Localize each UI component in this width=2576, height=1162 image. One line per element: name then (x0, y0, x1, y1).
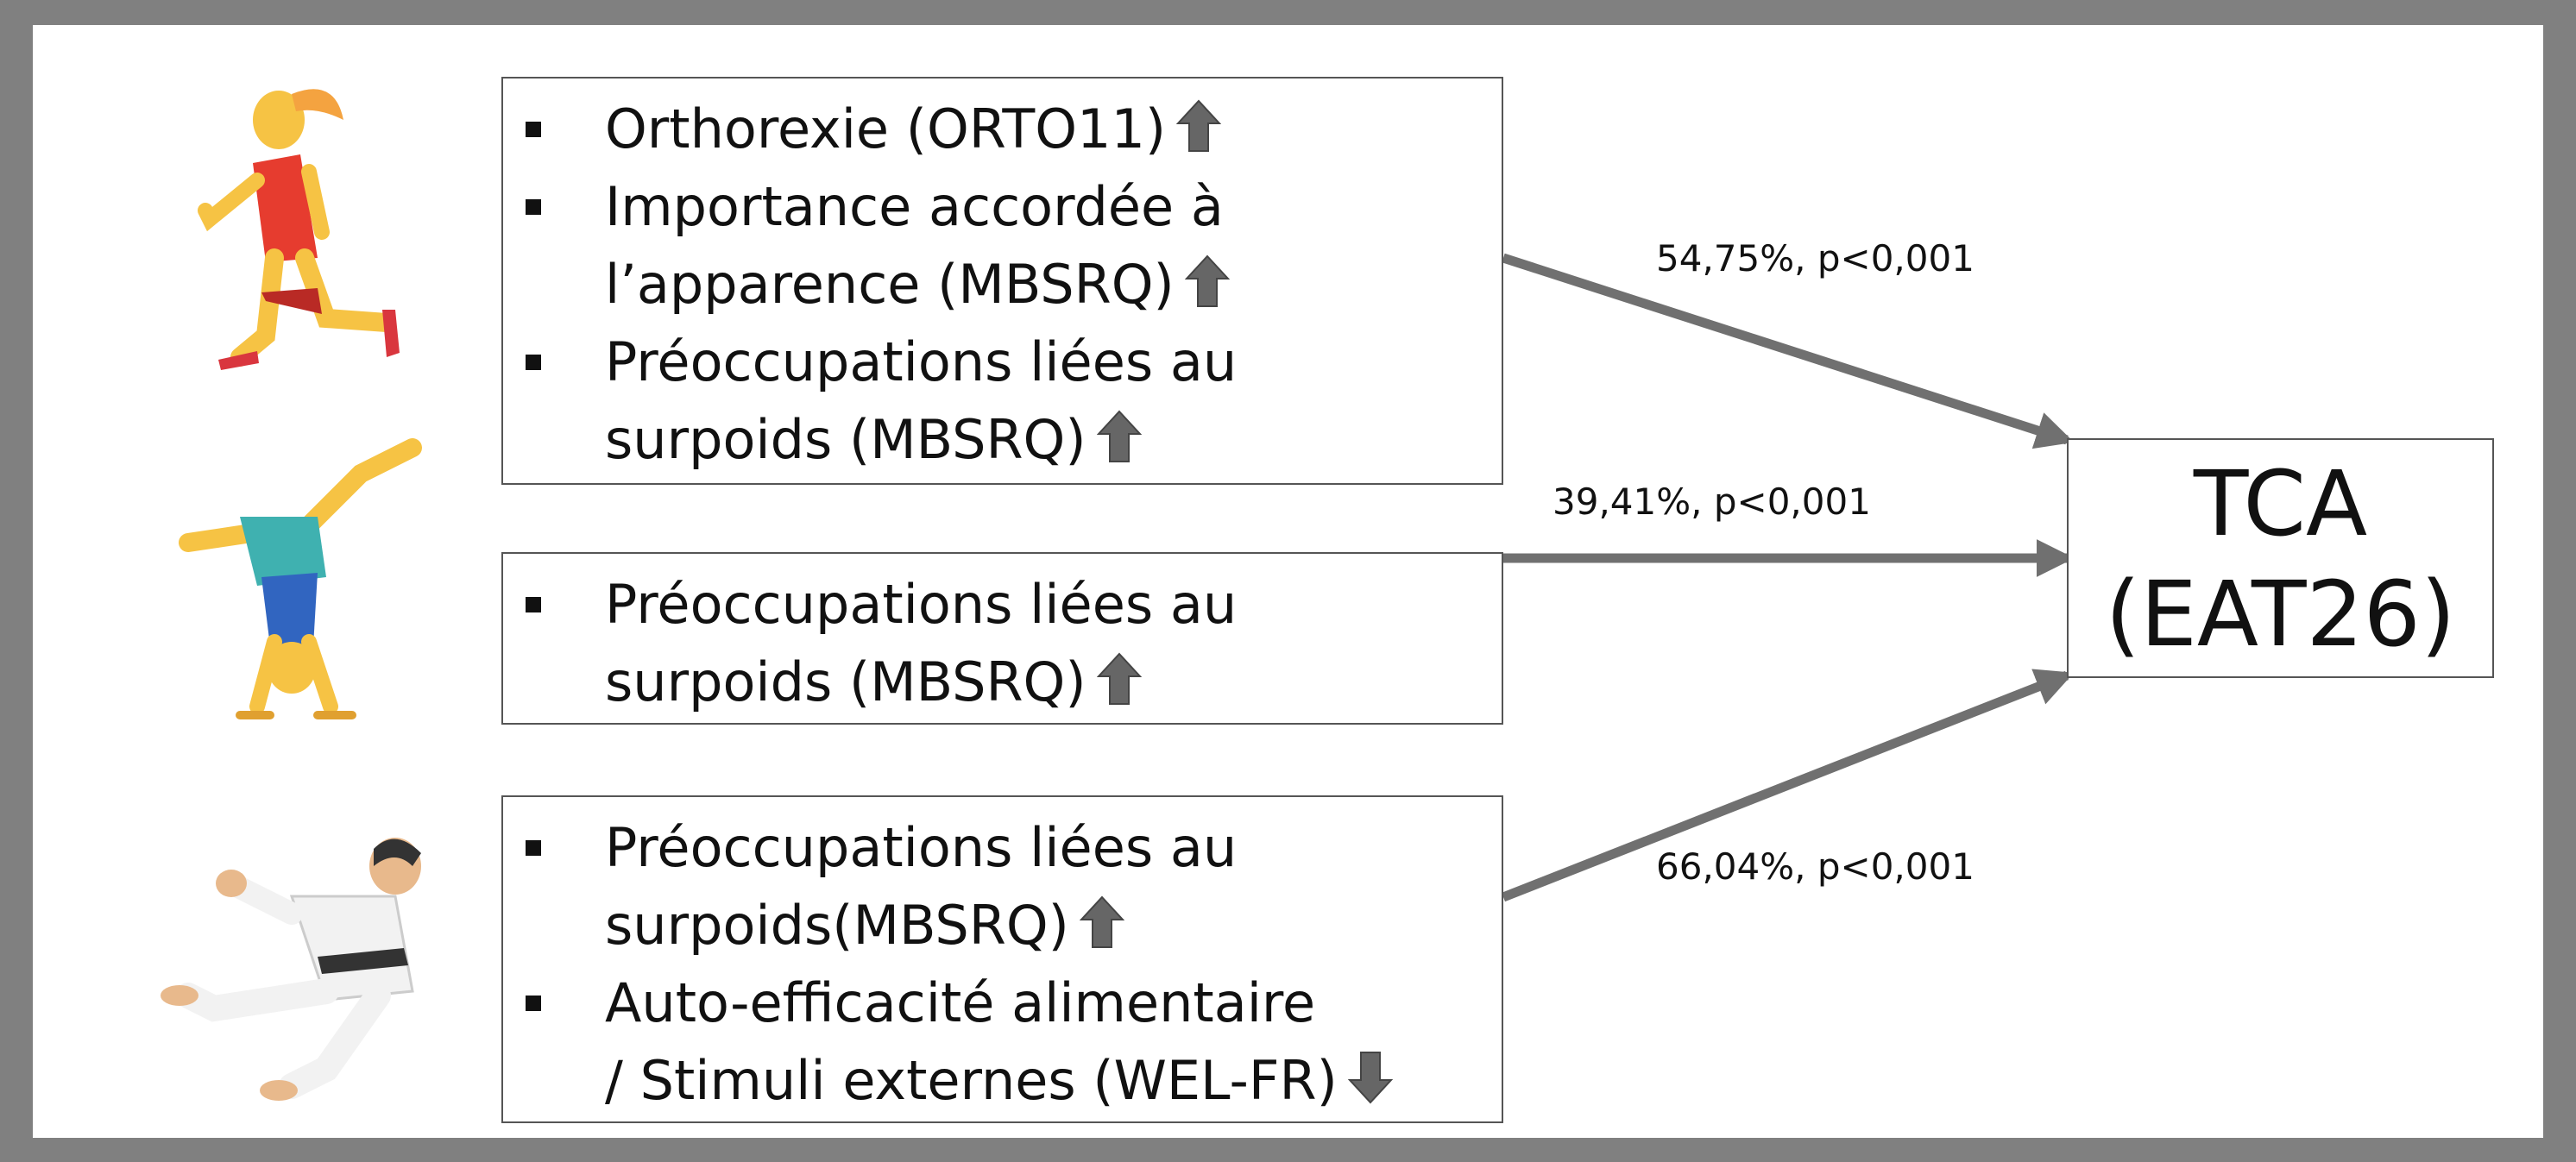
link-label: 66,04%, p<0,001 (1656, 845, 1975, 888)
slide: 54,75%, p<0,001 39,41%, p<0,001 66,04%, p<… (33, 25, 2543, 1138)
factor-box: Préoccupations liées au surpoids (MBSRQ) (501, 552, 1503, 725)
trend-arrow-shape (1178, 101, 1219, 151)
bullet (526, 597, 541, 612)
factor-box: Orthorexie (ORTO11) Importance accordée à… (501, 77, 1503, 485)
link-label: 39,41%, p<0,001 (1553, 481, 1871, 523)
factor: Préoccupations liées au surpoids(MBSRQ) (503, 809, 1502, 964)
factor: Auto-efficacité alimentaire / Stimuli ext… (503, 964, 1502, 1120)
trend-arrow-shape (1099, 654, 1140, 704)
bullet (526, 199, 541, 215)
gymnast-icon (188, 448, 413, 715)
trend-arrow (1185, 254, 1230, 308)
factor-text: surpoids (MBSRQ) (605, 408, 1086, 471)
factor-text: Préoccupations liées au (605, 330, 1237, 393)
factor-text: Préoccupations liées au (605, 816, 1237, 879)
trend-arrow-shape (1350, 1052, 1391, 1102)
karate-icon (161, 838, 421, 1101)
factor-text: Orthorexie (ORTO11) (605, 97, 1166, 160)
factor-text: Auto-efficacité alimentaire (605, 971, 1315, 1034)
trend-arrow-shape (1099, 411, 1140, 462)
link-arrow (1503, 258, 2067, 440)
factor-text: / Stimuli externes (WEL-FR) (605, 1049, 1338, 1112)
factor-text: Préoccupations liées au (605, 573, 1237, 636)
factor-box: Préoccupations liées au surpoids(MBSRQ) Au… (501, 795, 1503, 1123)
factor-text: Importance accordée à (605, 175, 1224, 238)
trend-arrow-shape (1081, 897, 1123, 947)
outcome-text: (EAT26) (2069, 559, 2492, 669)
outcome-text: TCA (2069, 449, 2492, 559)
link-label: 54,75%, p<0,001 (1656, 237, 1975, 280)
page: 54,75%, p<0,001 39,41%, p<0,001 66,04%, p<… (0, 0, 2576, 1162)
bullet (526, 996, 541, 1011)
trend-arrow (1097, 410, 1142, 463)
factor: Préoccupations liées au surpoids (MBSRQ) (503, 566, 1502, 721)
factor-text: surpoids(MBSRQ) (605, 894, 1069, 957)
factor-text: l’apparence (MBSRQ) (605, 253, 1175, 316)
factor: Orthorexie (ORTO11) (503, 91, 1502, 168)
trend-arrow (1097, 652, 1142, 706)
trend-arrow (1176, 99, 1221, 153)
trend-arrow-shape (1187, 256, 1228, 306)
bullet (526, 355, 541, 370)
factor-text: surpoids (MBSRQ) (605, 650, 1086, 713)
bullet (526, 122, 541, 137)
outcome-box: TCA(EAT26) (2067, 438, 2494, 678)
factor: Préoccupations liées au surpoids (MBSRQ) (503, 323, 1502, 479)
trend-arrow (1348, 1051, 1393, 1104)
runner-icon (205, 89, 400, 370)
trend-arrow (1080, 895, 1124, 949)
bullet (526, 840, 541, 856)
factor: Importance accordée à l’apparence (MBSRQ) (503, 168, 1502, 323)
